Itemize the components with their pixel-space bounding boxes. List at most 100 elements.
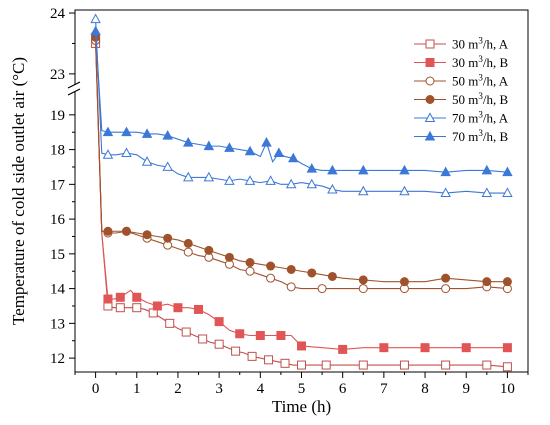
legend-label: 50 m3/h, B <box>452 91 508 107</box>
data-point <box>440 187 451 197</box>
y-tick-label: 23 <box>50 67 65 83</box>
legend-item: 30 m3/h, B <box>414 54 508 70</box>
x-tick-label: 5 <box>298 381 306 397</box>
data-point <box>440 166 451 177</box>
x-axis-title: Time (h) <box>272 397 331 416</box>
data-point <box>286 282 296 292</box>
y-tick-label: 12 <box>50 351 65 367</box>
data-point <box>420 343 430 353</box>
data-point <box>90 25 101 36</box>
data-point <box>481 164 493 175</box>
data-point <box>286 264 296 274</box>
y-axis-title: Temperature of cold side outlet air (°C) <box>9 57 28 325</box>
legend-item: 50 m3/h, B <box>414 91 508 107</box>
y-tick-label: 17 <box>50 177 66 193</box>
series-4 <box>91 32 512 287</box>
data-point <box>273 147 285 158</box>
data-point <box>327 183 338 194</box>
x-tick-label: 6 <box>339 381 347 397</box>
data-point <box>482 360 492 370</box>
series-1 <box>91 38 512 372</box>
y-tick-label: 16 <box>50 212 66 228</box>
series-6 <box>90 25 513 177</box>
data-point <box>102 149 114 159</box>
axis-break-slash <box>67 81 81 89</box>
data-point <box>399 164 410 175</box>
series-line <box>95 19 508 194</box>
data-point <box>482 277 492 287</box>
data-point <box>183 238 193 248</box>
data-point <box>214 317 224 327</box>
data-point <box>266 261 276 271</box>
data-point <box>502 362 512 372</box>
legend-label: 70 m3/h, B <box>452 128 508 144</box>
axis-break-gap <box>69 85 81 92</box>
data-point <box>121 226 131 236</box>
data-point <box>297 360 306 370</box>
data-point <box>424 112 436 122</box>
data-point <box>132 303 142 313</box>
legend-label: 30 m3/h, A <box>452 36 509 52</box>
y-tick-label: 24 <box>50 6 66 22</box>
data-point <box>142 230 152 240</box>
data-point <box>306 163 318 173</box>
data-point <box>244 145 256 156</box>
data-point <box>399 360 409 370</box>
data-point <box>358 185 369 196</box>
legend-label: 50 m3/h, A <box>452 73 509 89</box>
data-point <box>358 284 368 294</box>
data-point <box>173 303 183 313</box>
legend-label: 70 m3/h, A <box>452 110 509 126</box>
data-point <box>399 185 410 196</box>
data-point <box>121 126 132 137</box>
x-tick-label: 10 <box>500 381 515 397</box>
data-point <box>441 360 451 370</box>
data-point <box>441 284 451 294</box>
data-point <box>264 355 274 365</box>
data-point <box>461 343 471 353</box>
data-point <box>280 358 290 368</box>
data-point <box>425 58 435 67</box>
x-tick-label: 1 <box>133 381 141 397</box>
data-point <box>194 304 204 314</box>
legend-label: 30 m3/h, B <box>452 54 508 70</box>
axis-break-slash <box>67 88 81 96</box>
y-tick-label: 13 <box>50 316 65 332</box>
data-point <box>141 128 153 138</box>
legend-item: 50 m3/h, A <box>414 73 509 89</box>
data-point <box>152 301 162 311</box>
data-point <box>261 137 272 147</box>
axis-break <box>67 81 81 96</box>
data-point <box>265 175 276 185</box>
data-point <box>224 175 235 185</box>
data-point <box>425 95 435 104</box>
data-point <box>321 360 331 370</box>
data-point <box>481 187 493 197</box>
data-point <box>115 303 125 313</box>
data-point <box>285 178 297 189</box>
y-tick-label: 14 <box>50 282 66 298</box>
data-point <box>255 331 265 341</box>
data-point <box>441 273 451 283</box>
data-point <box>317 284 327 294</box>
series-layer <box>90 13 513 372</box>
data-point <box>141 156 153 166</box>
x-tick-label: 7 <box>380 381 388 397</box>
data-point <box>165 318 175 328</box>
data-point <box>502 187 513 197</box>
data-point <box>162 161 173 171</box>
data-point <box>425 76 435 86</box>
x-tick-label: 2 <box>174 381 182 397</box>
x-tick-label: 4 <box>257 381 265 397</box>
data-point <box>163 233 173 243</box>
series-5 <box>90 13 513 197</box>
x-tick-label: 8 <box>421 381 429 397</box>
data-point <box>198 334 208 344</box>
data-point <box>183 171 194 182</box>
data-point <box>306 178 318 189</box>
data-point <box>90 13 101 24</box>
x-tick-label: 0 <box>92 381 100 397</box>
data-point <box>288 152 299 163</box>
